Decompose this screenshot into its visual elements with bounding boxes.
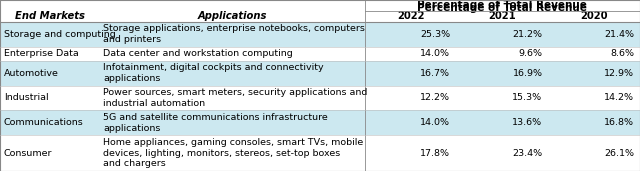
Text: 13.6%: 13.6% [513, 118, 543, 127]
Bar [456, 86, 548, 110]
Text: Power sources, smart meters, security applications and
industrial automation: Power sources, smart meters, security ap… [103, 88, 367, 108]
Text: Data center and workstation computing: Data center and workstation computing [103, 49, 293, 58]
Text: End Markets: End Markets [15, 11, 84, 21]
Text: Infotainment, digital cockpits and connectivity
applications: Infotainment, digital cockpits and conne… [103, 63, 324, 83]
Text: 12.2%: 12.2% [420, 93, 451, 102]
Bar [0, 47, 99, 61]
Text: Communications: Communications [4, 118, 84, 127]
Bar [548, 61, 640, 86]
Bar [0, 61, 99, 86]
Text: Storage and computing: Storage and computing [4, 30, 116, 39]
Bar [365, 47, 456, 61]
Text: 5G and satellite communications infrastructure
applications: 5G and satellite communications infrastr… [103, 113, 328, 133]
Text: 25.3%: 25.3% [420, 30, 451, 39]
Bar [548, 135, 640, 171]
Bar [456, 61, 548, 86]
Bar [365, 22, 456, 47]
Bar [0, 86, 99, 110]
Bar [456, 47, 548, 61]
Bar [456, 110, 548, 135]
Text: 21.4%: 21.4% [604, 30, 634, 39]
Bar [0, 0, 365, 22]
Text: 14.0%: 14.0% [420, 118, 451, 127]
Text: 2020: 2020 [580, 11, 608, 21]
Bar [99, 61, 365, 86]
Bar [548, 22, 640, 47]
Text: 14.2%: 14.2% [604, 93, 634, 102]
Text: 23.4%: 23.4% [513, 149, 543, 158]
Bar [99, 22, 365, 47]
Bar [365, 110, 456, 135]
Text: 8.6%: 8.6% [610, 49, 634, 58]
Text: Enterprise Data: Enterprise Data [4, 49, 79, 58]
Text: Applications: Applications [197, 11, 267, 21]
Text: 16.7%: 16.7% [420, 69, 451, 78]
Bar [99, 86, 365, 110]
Text: Percentage of Total Revenue: Percentage of Total Revenue [417, 1, 588, 10]
Bar [99, 135, 365, 171]
Text: Percentage of Total Revenue: Percentage of Total Revenue [417, 3, 588, 13]
Bar [365, 86, 456, 110]
Text: 14.0%: 14.0% [420, 49, 451, 58]
Text: Consumer: Consumer [4, 149, 52, 158]
Bar [548, 86, 640, 110]
Bar [0, 22, 99, 47]
Text: 16.9%: 16.9% [513, 69, 543, 78]
Bar [99, 47, 365, 61]
Text: 17.8%: 17.8% [420, 149, 451, 158]
Text: 15.3%: 15.3% [513, 93, 543, 102]
Text: Storage applications, enterprise notebooks, computers
and printers: Storage applications, enterprise noteboo… [103, 24, 365, 44]
Bar [99, 110, 365, 135]
Bar [456, 135, 548, 171]
Bar [365, 61, 456, 86]
Text: 2021: 2021 [488, 11, 516, 21]
Text: 9.6%: 9.6% [518, 49, 543, 58]
Text: 12.9%: 12.9% [604, 69, 634, 78]
Bar [365, 0, 640, 11]
Bar [548, 47, 640, 61]
Bar [548, 110, 640, 135]
Bar [0, 135, 99, 171]
Text: 16.8%: 16.8% [604, 118, 634, 127]
Text: 26.1%: 26.1% [604, 149, 634, 158]
Text: 2022: 2022 [397, 11, 424, 21]
Bar [365, 135, 456, 171]
Bar [456, 22, 548, 47]
Text: Automotive: Automotive [4, 69, 59, 78]
Text: 21.2%: 21.2% [513, 30, 543, 39]
Text: Home appliances, gaming consoles, smart TVs, mobile
devices, lighting, monitors,: Home appliances, gaming consoles, smart … [103, 138, 364, 168]
Text: Industrial: Industrial [4, 93, 49, 102]
Bar [0, 110, 99, 135]
